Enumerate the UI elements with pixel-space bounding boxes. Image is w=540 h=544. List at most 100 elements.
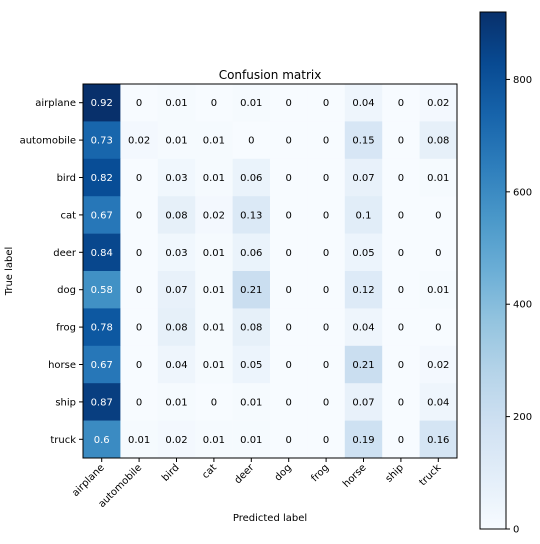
x-tick-label: cat (200, 462, 219, 481)
heatmap-cell (232, 84, 271, 122)
cell-value-label: 0.08 (240, 323, 262, 334)
colorbar-tick-label: 400 (513, 300, 532, 311)
cell-value-label: 0.01 (165, 98, 187, 109)
heatmap-cell (83, 233, 121, 272)
cell-value-label: 0.02 (128, 136, 150, 147)
x-tick-label: bird (160, 462, 182, 484)
heatmap-cell (307, 121, 346, 160)
cell-value-label: 0 (211, 98, 217, 109)
heatmap-cell (120, 420, 159, 459)
cell-value-label: 0.01 (203, 248, 225, 259)
cell-value-label: 0.1 (356, 210, 372, 221)
cell-value-label: 0 (286, 210, 292, 221)
heatmap-cell (344, 420, 383, 459)
heatmap-cell (344, 308, 383, 347)
heatmap-cell (232, 308, 271, 347)
heatmap-cell (195, 308, 233, 347)
heatmap-cell (344, 158, 383, 197)
heatmap-cell (195, 345, 233, 384)
x-tick-label: ship (384, 462, 406, 484)
cell-value-label: 0 (398, 285, 404, 296)
cell-value-label: 0.04 (352, 98, 374, 109)
heatmap-cell (120, 233, 159, 272)
cell-value-label: 0 (323, 360, 329, 371)
cell-value-label: 0 (286, 136, 292, 147)
heatmap-cell (307, 196, 346, 234)
cell-value-label: 0 (323, 248, 329, 259)
heatmap-cell (120, 84, 159, 122)
cell-value-label: 0 (286, 98, 292, 109)
cell-value-label: 0.03 (165, 248, 187, 259)
colorbar-gradient (479, 11, 507, 530)
heatmap-cell (195, 84, 233, 122)
heatmap-cell (270, 420, 308, 459)
cell-value-label: 0.01 (240, 98, 262, 109)
heatmap-cell (195, 271, 233, 309)
heatmap-cell (344, 233, 383, 272)
colorbar-tick-label: 200 (513, 412, 532, 423)
cell-value-label: 0 (286, 248, 292, 259)
cell-value-label: 0.21 (240, 285, 262, 296)
heatmap-cell (120, 121, 159, 160)
heatmap-cell (307, 271, 346, 309)
cell-value-label: 0 (398, 397, 404, 408)
cell-value-label: 0.08 (427, 136, 449, 147)
heatmap-cell (344, 271, 383, 309)
cell-value-label: 0.04 (427, 397, 449, 408)
heatmap-cell (157, 383, 196, 421)
cell-value-label: 0.06 (240, 173, 262, 184)
heatmap-cell (232, 271, 271, 309)
heatmap-cell (419, 308, 458, 347)
y-tick-label: deer (53, 248, 77, 259)
cell-value-label: 0.01 (203, 136, 225, 147)
heatmap-cell (419, 345, 458, 384)
heatmap-cell (83, 84, 121, 122)
heatmap-cell (270, 121, 308, 160)
heatmap-cell (83, 121, 121, 160)
heatmap-cell (232, 158, 271, 197)
heatmap-cell (419, 196, 458, 234)
cell-value-label: 0.67 (91, 360, 113, 371)
cell-value-label: 0.19 (352, 435, 374, 446)
heatmap-cell (157, 196, 196, 234)
cell-value-label: 0.01 (165, 397, 187, 408)
heatmap-cell (120, 196, 159, 234)
cell-value-label: 0.12 (352, 285, 374, 296)
heatmap-cell (157, 345, 196, 384)
cell-value-label: 0.04 (165, 360, 187, 371)
heatmap-cell (83, 196, 121, 234)
cell-value-label: 0.01 (427, 285, 449, 296)
heatmap-cell (232, 121, 271, 160)
heatmap-cell (270, 158, 308, 197)
heatmap-cell (344, 345, 383, 384)
heatmap-cell (83, 158, 121, 197)
cell-value-label: 0.01 (240, 435, 262, 446)
x-tick-label: truck (417, 462, 443, 488)
cell-value-label: 0.02 (165, 435, 187, 446)
heatmap-cell (344, 383, 383, 421)
cell-value-label: 0 (136, 360, 142, 371)
cell-value-label: 0.06 (240, 248, 262, 259)
heatmap-cell (419, 158, 458, 197)
heatmap-cell (307, 84, 346, 122)
heatmap-cell (382, 383, 420, 421)
cell-value-label: 0.08 (165, 210, 187, 221)
cell-value-label: 0 (286, 323, 292, 334)
cell-value-label: 0.07 (352, 173, 374, 184)
cell-value-label: 0 (286, 173, 292, 184)
cell-value-label: 0 (398, 136, 404, 147)
x-tick-label: deer (233, 462, 258, 487)
heatmap-cell (195, 158, 233, 197)
heatmap-cell (270, 308, 308, 347)
heatmap-cell (307, 308, 346, 347)
heatmap-cell (120, 271, 159, 309)
colorbar-tick-label: 0 (513, 525, 519, 536)
cell-value-label: 0.08 (165, 323, 187, 334)
heatmap-cell (382, 420, 420, 459)
cell-value-label: 0.67 (91, 210, 113, 221)
heatmap-cell (307, 345, 346, 384)
heatmap-cell (382, 308, 420, 347)
colorbar-ticks: 0 200 400 600 800 (506, 75, 532, 536)
heatmap-cell (120, 308, 159, 347)
x-tick-label: frog (309, 462, 331, 484)
